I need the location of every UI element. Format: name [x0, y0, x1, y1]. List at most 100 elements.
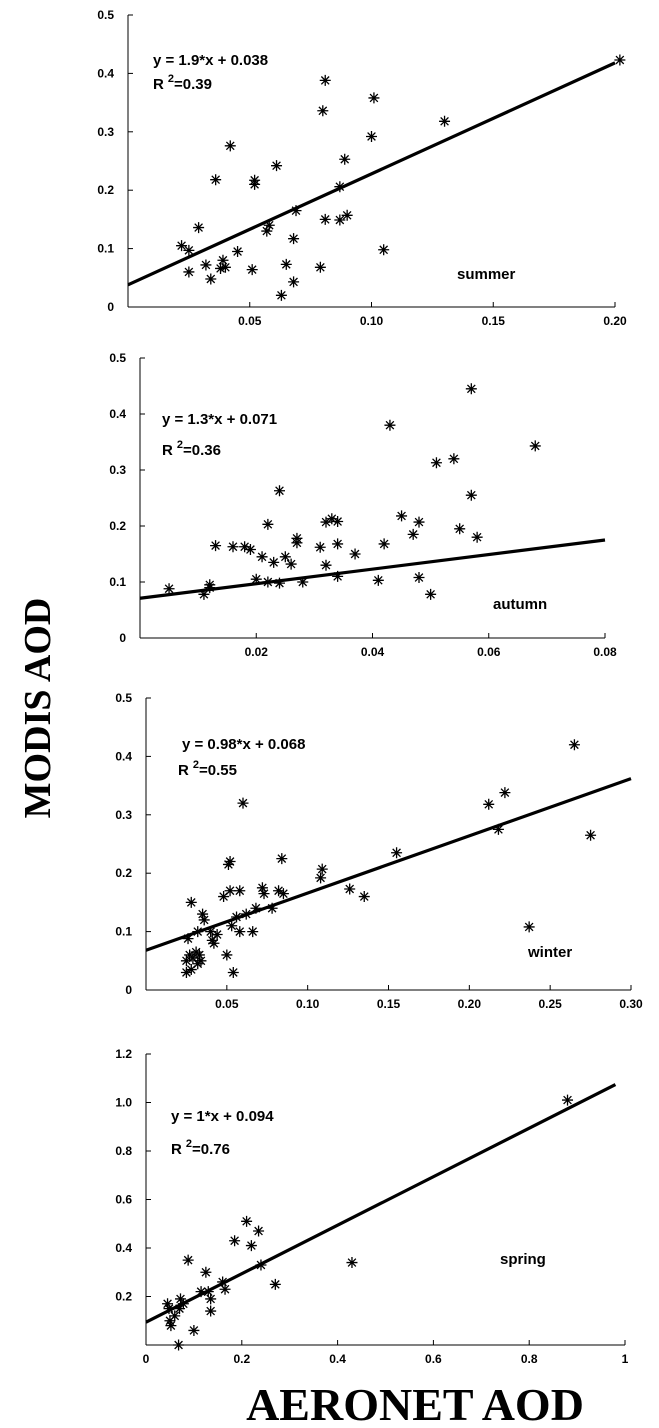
- data-point: [290, 205, 302, 217]
- data-point: [334, 181, 346, 193]
- data-point: [234, 885, 246, 897]
- data-point: [250, 902, 262, 914]
- data-point: [413, 572, 425, 584]
- x-tick-label: 0.05: [238, 314, 262, 328]
- data-point: [465, 383, 477, 395]
- data-point: [276, 853, 288, 865]
- x-axis-title: AERONET AOD: [246, 1379, 584, 1428]
- data-point: [263, 219, 275, 231]
- data-point: [227, 541, 239, 553]
- r-squared-value: =0.36: [183, 442, 221, 459]
- y-tick-label: 0.2: [115, 866, 132, 880]
- data-point: [448, 453, 460, 465]
- data-point: [205, 1293, 217, 1305]
- r-squared-value: =0.76: [192, 1141, 230, 1158]
- data-point: [217, 1276, 229, 1288]
- data-point: [291, 537, 303, 549]
- data-point: [499, 787, 511, 799]
- r-squared-prefix: R: [178, 762, 189, 779]
- season-label: summer: [457, 266, 516, 283]
- data-point: [163, 583, 175, 595]
- data-point: [465, 489, 477, 501]
- data-point: [250, 573, 262, 585]
- data-point: [234, 926, 246, 938]
- data-point: [180, 966, 192, 978]
- data-point: [285, 558, 297, 570]
- season-label: autumn: [493, 596, 547, 613]
- x-tick-label: 0.20: [603, 314, 627, 328]
- data-point: [317, 105, 329, 117]
- data-point: [244, 544, 256, 556]
- data-point: [227, 966, 239, 978]
- data-point: [177, 1298, 189, 1310]
- data-point: [193, 222, 205, 234]
- data-point: [188, 1324, 200, 1336]
- data-point: [334, 214, 346, 226]
- y-tick-label: 0.2: [97, 183, 114, 197]
- data-point: [288, 276, 300, 288]
- x-tick-label: 0: [143, 1352, 150, 1366]
- x-tick-label: 0.6: [425, 1352, 442, 1366]
- data-point: [202, 1286, 214, 1298]
- x-tick-label: 0.05: [215, 997, 239, 1011]
- data-point: [200, 259, 212, 271]
- data-point: [231, 911, 243, 923]
- data-point: [255, 1259, 267, 1271]
- data-point: [568, 739, 580, 751]
- data-point: [210, 174, 222, 186]
- data-point: [185, 964, 197, 976]
- data-point: [275, 289, 287, 301]
- data-point: [274, 485, 285, 497]
- season-label: winter: [527, 944, 572, 961]
- y-tick-label: 0.2: [115, 1290, 132, 1304]
- data-point: [241, 1215, 253, 1227]
- y-tick-label: 0.2: [109, 519, 126, 533]
- y-tick-label: 1.0: [115, 1096, 132, 1110]
- data-point: [164, 1315, 176, 1327]
- data-point: [454, 523, 466, 535]
- panel-summer: y = 1.9*x + 0.038 R 2=0.39 summer 0 0.1 0.2…: [97, 8, 627, 328]
- data-point: [269, 1278, 281, 1290]
- data-point: [262, 576, 274, 588]
- data-point: [174, 1303, 186, 1315]
- data-point: [261, 225, 273, 237]
- season-label: spring: [500, 1251, 546, 1268]
- data-point: [206, 934, 218, 946]
- data-point: [407, 528, 419, 540]
- x-tick-label: 0.10: [360, 314, 384, 328]
- x-tick-label: 0.8: [521, 1352, 538, 1366]
- data-point: [198, 914, 210, 926]
- data-point: [205, 926, 217, 938]
- data-point: [614, 54, 626, 66]
- data-point: [258, 888, 270, 900]
- data-point: [271, 160, 283, 172]
- panel-autumn: y = 1.3*x + 0.071 R 2=0.36 autumn 0 0.1 0.2…: [109, 351, 617, 659]
- data-point: [221, 949, 233, 961]
- r-squared-value: =0.39: [174, 76, 212, 93]
- data-point: [344, 883, 356, 895]
- data-point: [224, 140, 236, 152]
- data-point: [182, 1254, 194, 1266]
- r-squared-superscript: 2: [193, 759, 199, 771]
- y-tick-label: 0.5: [109, 351, 126, 365]
- regression-line: [145, 777, 632, 952]
- x-tick-label: 0.20: [458, 997, 482, 1011]
- y-axis-title: MODIS AOD: [17, 598, 59, 819]
- data-point: [319, 74, 331, 86]
- data-point: [314, 541, 326, 553]
- data-point: [471, 531, 483, 543]
- equation-label: y = 0.98*x + 0.068: [182, 736, 305, 753]
- y-tick-label: 0: [125, 983, 132, 997]
- data-point: [332, 570, 344, 582]
- regression-line: [139, 538, 606, 600]
- data-point: [297, 576, 309, 588]
- data-point: [165, 1320, 177, 1332]
- data-point: [315, 872, 327, 884]
- data-point: [182, 933, 194, 945]
- data-point: [193, 949, 205, 961]
- data-point: [246, 264, 258, 276]
- y-tick-label: 0.4: [97, 66, 114, 80]
- data-point: [339, 153, 351, 165]
- x-tick-label: 0.25: [538, 997, 562, 1011]
